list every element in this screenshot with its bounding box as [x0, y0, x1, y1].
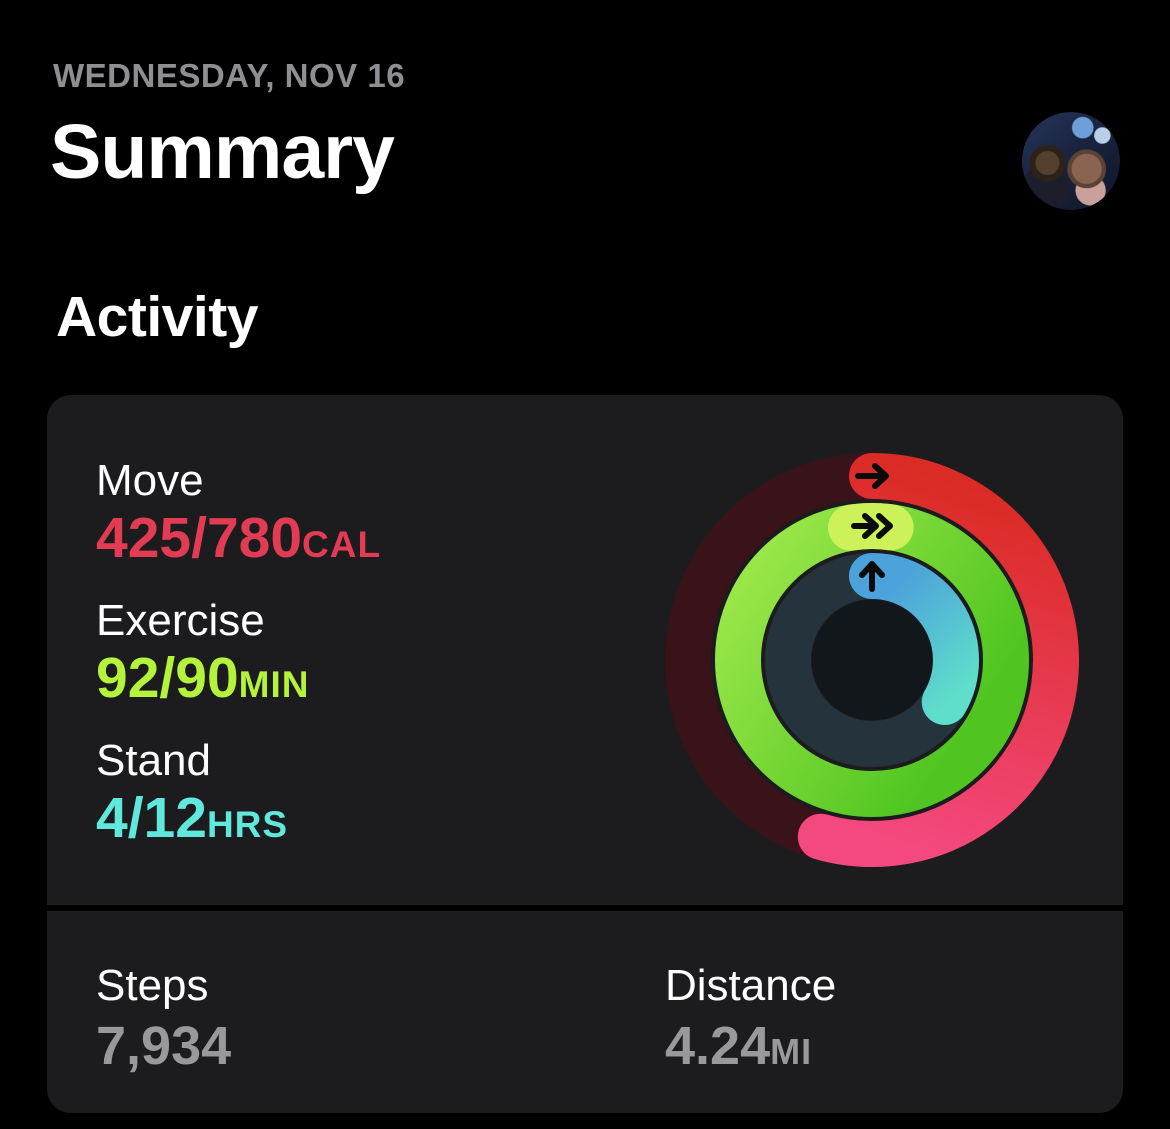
steps-label: Steps	[96, 961, 209, 1010]
exercise-value-unit: MIN	[238, 664, 310, 705]
steps-stat: Steps 7,934	[96, 959, 231, 1077]
activity-card[interactable]: Move 425/780CAL Exercise 92/90MIN Stand …	[47, 395, 1123, 905]
steps-value: 7,934	[96, 1015, 231, 1077]
stand-value-number: 4/12	[96, 786, 207, 850]
distance-label: Distance	[665, 961, 837, 1010]
exercise-label: Exercise	[96, 596, 265, 645]
move-value: 425/780CAL	[96, 507, 516, 576]
stand-metric: Stand 4/12HRS	[96, 735, 516, 856]
exercise-metric: Exercise 92/90MIN	[96, 595, 516, 716]
stand-value: 4/12HRS	[96, 787, 516, 856]
double-right-arrow-icon	[851, 513, 893, 539]
page-title: Summary	[50, 109, 395, 195]
distance-value-number: 4.24	[665, 1016, 771, 1076]
section-title-activity: Activity	[56, 285, 258, 349]
steps-distance-card[interactable]: Steps 7,934 Distance 4.24MI	[47, 911, 1123, 1113]
move-metric: Move 425/780CAL	[96, 455, 516, 576]
move-value-unit: CAL	[302, 524, 382, 565]
distance-stat: Distance 4.24MI	[665, 959, 836, 1083]
activity-rings-chart	[665, 453, 1079, 867]
right-arrow-icon	[855, 463, 889, 489]
move-label: Move	[96, 456, 204, 505]
exercise-value-number: 92/90	[96, 646, 239, 710]
stand-value-unit: HRS	[206, 804, 289, 845]
up-arrow-icon	[859, 561, 885, 592]
profile-avatar[interactable]	[1022, 112, 1120, 210]
steps-value-number: 7,934	[96, 1016, 232, 1076]
distance-value-unit: MI	[770, 1031, 813, 1072]
date-label: WEDNESDAY, NOV 16	[53, 57, 406, 94]
move-value-number: 425/780	[96, 506, 303, 570]
stand-label: Stand	[96, 736, 211, 785]
exercise-value: 92/90MIN	[96, 647, 516, 716]
distance-value: 4.24MI	[665, 1015, 836, 1083]
